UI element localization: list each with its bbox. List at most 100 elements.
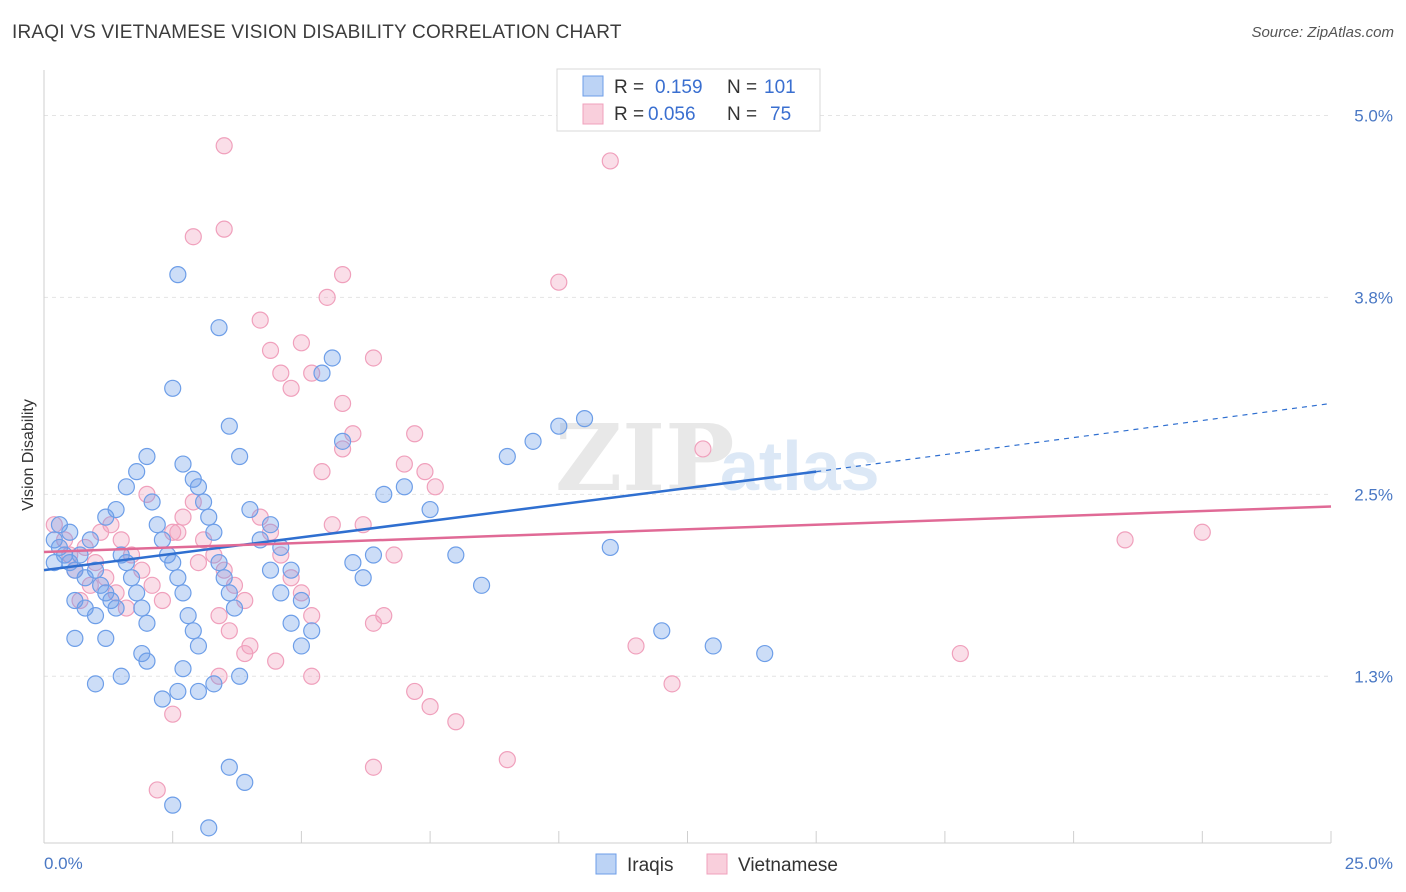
iraqis-point [261, 561, 280, 579]
vietnamese-point [236, 644, 254, 663]
vietnamese-point [215, 220, 233, 238]
vietnamese-trend-line [43, 505, 1332, 554]
iraqis-point [112, 667, 130, 685]
iraqis-point [117, 478, 135, 496]
vietnamese-point [406, 425, 424, 443]
iraqis-point [292, 591, 310, 610]
iraqis-point [169, 682, 187, 701]
legend-n-label-iraqis: N = [727, 77, 757, 98]
legend-r-value-iraqis: 0.159 [655, 77, 703, 98]
tick-labels: 1.3% 2.5% 3.8% 5.0% 0.0% 25.0% [44, 106, 1393, 873]
iraqis-point [354, 569, 372, 587]
iraqis-point [169, 266, 187, 284]
iraqis-point [66, 629, 84, 647]
iraqis-point [179, 607, 197, 625]
iraqis-point [164, 796, 182, 814]
iraqis-point [86, 675, 105, 693]
iraqis-point [122, 569, 141, 587]
iraqis-point [61, 523, 79, 541]
iraqis-points [45, 266, 774, 837]
vietnamese-point [174, 508, 192, 526]
vietnamese-point [184, 228, 202, 246]
vietnamese-point [210, 607, 228, 625]
vietnamese-point [416, 463, 434, 481]
iraqis-point [756, 644, 774, 663]
iraqis-point [313, 364, 331, 382]
iraqis-point [174, 455, 192, 473]
iraqis-point [164, 553, 182, 572]
iraqis-point [282, 614, 300, 632]
iraqis-point [231, 667, 249, 685]
legend-r-label-iraqis: R = [614, 77, 644, 98]
vietnamese-point [333, 394, 352, 413]
vietnamese-point [447, 713, 465, 731]
iraqis-point [323, 349, 341, 367]
vietnamese-point [498, 751, 516, 769]
iraqis-point [220, 758, 238, 776]
iraqis-point [210, 553, 228, 572]
iraqis-point [220, 584, 238, 602]
iraqis-point [107, 599, 125, 617]
iraqis-point [215, 569, 233, 587]
legend-swatch-iraqis [582, 75, 604, 97]
iraqis-point [117, 553, 135, 572]
iraqis-point [375, 485, 393, 503]
iraqis-point [138, 447, 156, 466]
vietnamese-point [1116, 531, 1134, 549]
iraqis-point [86, 607, 105, 625]
iraqis-point [344, 553, 362, 572]
iraqis-point [282, 561, 300, 579]
iraqis-point [205, 675, 223, 693]
iraqis-point [225, 599, 244, 617]
iraqis-point [704, 637, 722, 655]
legend-r-label-vietnamese: R = [614, 104, 644, 125]
iraqis-point [241, 500, 259, 519]
iraqis-point [128, 584, 146, 602]
iraqis-point [472, 576, 491, 594]
vietnamese-point [421, 697, 439, 716]
trend-lines [43, 402, 1332, 572]
iraqis-point [272, 584, 290, 602]
iraqis-point [498, 447, 516, 466]
vietnamese-point [164, 705, 182, 723]
vietnamese-point [375, 607, 393, 625]
legend-n-label-vietnamese: N = [727, 104, 757, 125]
iraqis-point [97, 629, 115, 647]
iraqis-point [86, 561, 105, 579]
iraqis-point [153, 531, 172, 549]
vietnamese-point [364, 349, 383, 367]
vietnamese-point [627, 637, 645, 655]
iraqis-point [200, 819, 218, 837]
iraqis-point [653, 622, 671, 640]
bottom-legend-swatch-vietnamese [706, 853, 728, 875]
iraqis-point [194, 493, 213, 511]
iraqis-point [447, 546, 465, 564]
y-tick-label: 1.3% [1354, 667, 1393, 686]
iraqis-point [133, 644, 151, 663]
iraqis-trend-extension [816, 402, 1332, 473]
vietnamese-point [601, 152, 619, 170]
vietnamese-point [112, 531, 130, 549]
vietnamese-point [153, 591, 172, 610]
vietnamese-point [694, 440, 712, 458]
iraqis-point [148, 516, 166, 534]
vietnamese-point [550, 273, 568, 291]
iraqis-point [45, 553, 63, 572]
iraqis-point [205, 523, 223, 541]
iraqis-point [421, 500, 439, 519]
vietnamese-point [951, 644, 969, 663]
iraqis-point [364, 546, 383, 564]
y-axis-label: Vision Disability [20, 399, 37, 511]
iraqis-point [174, 584, 192, 602]
vietnamese-point [148, 781, 166, 799]
iraqis-point [81, 531, 99, 549]
legend-r-value-vietnamese: 0.056 [648, 104, 696, 125]
iraqis-point [128, 463, 146, 481]
iraqis-point [333, 432, 352, 450]
iraqis-point [107, 500, 125, 519]
x-tick-label: 0.0% [44, 854, 83, 873]
iraqis-point [550, 417, 568, 435]
vietnamese-point [323, 516, 341, 534]
iraqis-point [601, 538, 619, 557]
y-tick-label: 5.0% [1354, 106, 1393, 125]
